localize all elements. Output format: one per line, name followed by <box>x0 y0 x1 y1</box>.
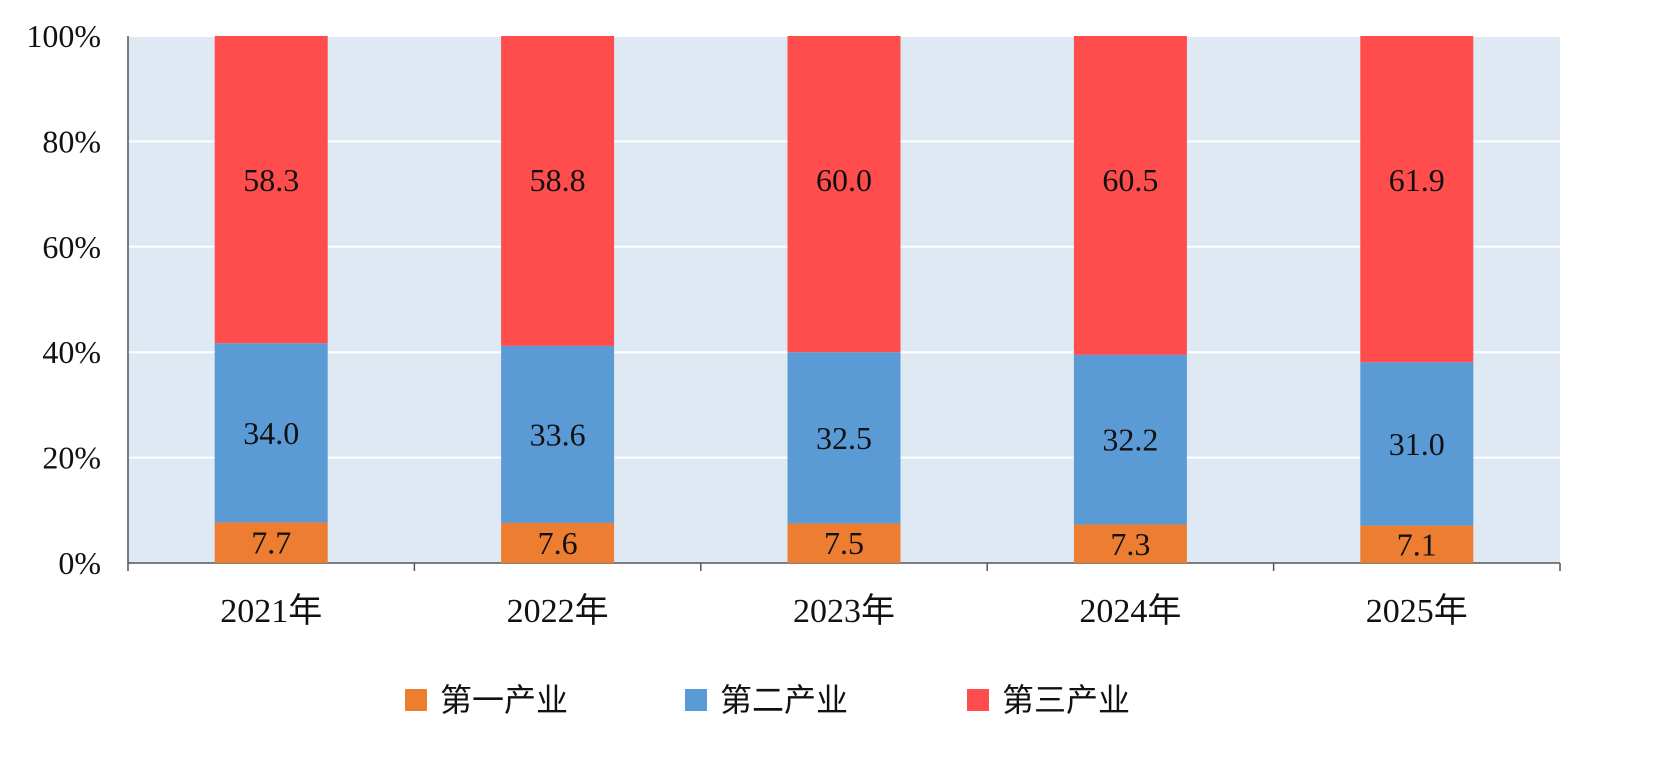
data-label: 33.6 <box>530 416 586 452</box>
bar-segment-1 <box>501 522 615 563</box>
x-tick-label: 2022年 <box>507 592 609 630</box>
bar-segment-1 <box>787 523 901 563</box>
y-tick-label: 60% <box>42 229 101 265</box>
bar-segment-1 <box>1073 524 1187 563</box>
bar-segment-1 <box>214 522 328 563</box>
data-label: 58.3 <box>243 162 299 198</box>
x-tick-label: 2024年 <box>1079 592 1181 630</box>
y-tick-label: 40% <box>42 334 101 370</box>
bar-segment-3 <box>1073 36 1187 355</box>
data-label: 60.5 <box>1102 162 1158 198</box>
x-tick-label: 2025年 <box>1366 592 1468 630</box>
x-tick-label: 2021年 <box>220 592 322 630</box>
legend-label: 第二产业 <box>720 682 848 718</box>
y-tick-label: 100% <box>26 18 101 54</box>
data-label: 7.1 <box>1397 526 1437 562</box>
bar-segment-2 <box>787 352 901 524</box>
bar-segment-3 <box>1360 36 1474 363</box>
data-label: 7.3 <box>1110 526 1150 562</box>
bar-segment-1 <box>1360 525 1474 563</box>
data-label: 7.5 <box>824 525 864 561</box>
bar-segment-2 <box>501 345 615 523</box>
data-label: 60.0 <box>816 162 872 198</box>
data-label: 32.5 <box>816 420 872 456</box>
data-label: 7.7 <box>251 525 291 561</box>
legend-swatch <box>967 689 989 711</box>
bar-segment-2 <box>1073 354 1187 525</box>
data-label: 7.6 <box>538 525 578 561</box>
legend-swatch <box>405 689 427 711</box>
bar-segment-3 <box>501 36 615 346</box>
legend-swatch <box>685 689 707 711</box>
bar-segment-2 <box>214 343 328 523</box>
legend-label: 第三产业 <box>1002 682 1130 718</box>
y-tick-label: 0% <box>58 545 101 581</box>
data-label: 31.0 <box>1389 426 1445 462</box>
bar-segment-2 <box>1360 362 1474 526</box>
legend-label: 第一产业 <box>440 682 568 718</box>
data-label: 61.9 <box>1389 162 1445 198</box>
bar-segment-3 <box>214 36 328 344</box>
x-tick-label: 2023年 <box>793 592 895 630</box>
data-label: 58.8 <box>530 162 586 198</box>
bar-segment-3 <box>787 36 901 353</box>
data-label: 34.0 <box>243 415 299 451</box>
y-tick-label: 80% <box>42 123 101 159</box>
y-tick-label: 20% <box>42 440 101 476</box>
data-label: 32.2 <box>1102 422 1158 458</box>
